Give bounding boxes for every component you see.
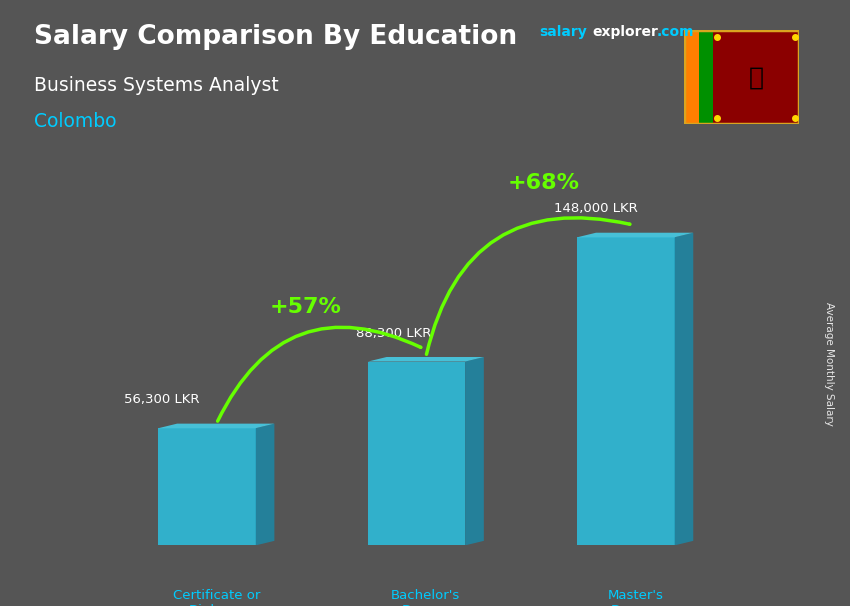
Text: salary: salary bbox=[540, 25, 587, 39]
Text: +57%: +57% bbox=[270, 298, 342, 318]
Text: Average Monthly Salary: Average Monthly Salary bbox=[824, 302, 834, 425]
Bar bbox=[699, 30, 713, 124]
Polygon shape bbox=[368, 357, 484, 362]
Text: Bachelor's
Degree: Bachelor's Degree bbox=[391, 589, 461, 606]
Polygon shape bbox=[465, 357, 484, 545]
Text: 88,300 LKR: 88,300 LKR bbox=[356, 327, 432, 340]
Bar bbox=[713, 30, 799, 124]
Text: Master's
Degree: Master's Degree bbox=[608, 589, 663, 606]
Polygon shape bbox=[256, 424, 275, 545]
Bar bbox=[684, 30, 699, 124]
Polygon shape bbox=[158, 424, 275, 428]
Polygon shape bbox=[368, 362, 465, 545]
Text: Business Systems Analyst: Business Systems Analyst bbox=[34, 76, 279, 95]
Text: Certificate or
Diploma: Certificate or Diploma bbox=[173, 589, 260, 606]
Polygon shape bbox=[577, 238, 675, 545]
Polygon shape bbox=[158, 428, 256, 545]
Text: Colombo: Colombo bbox=[34, 112, 116, 131]
Polygon shape bbox=[577, 233, 694, 238]
Polygon shape bbox=[675, 233, 694, 545]
Text: Salary Comparison By Education: Salary Comparison By Education bbox=[34, 24, 517, 50]
Text: +68%: +68% bbox=[508, 173, 580, 193]
Text: .com: .com bbox=[656, 25, 694, 39]
Text: 🦁: 🦁 bbox=[749, 65, 763, 89]
Text: explorer: explorer bbox=[592, 25, 658, 39]
Text: 56,300 LKR: 56,300 LKR bbox=[124, 393, 200, 407]
Text: 148,000 LKR: 148,000 LKR bbox=[554, 202, 638, 216]
